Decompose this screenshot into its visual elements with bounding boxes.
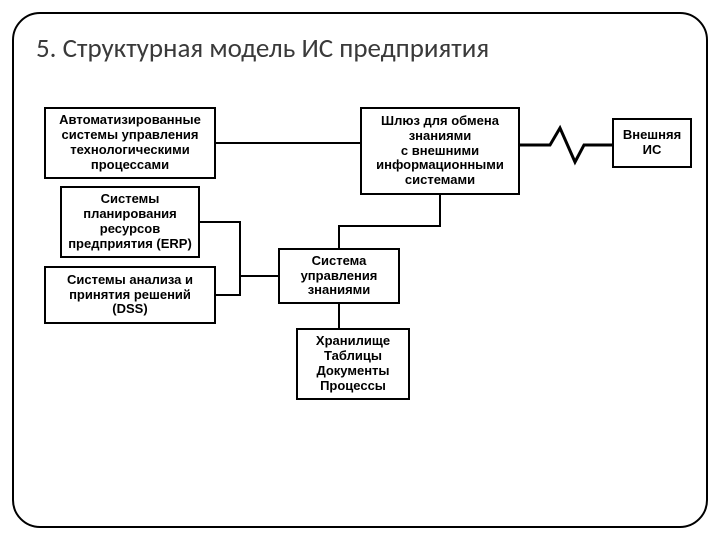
box-external: ВнешняяИС [612, 118, 692, 168]
box-asu: Автоматизированныесистемы управлениятехн… [44, 107, 216, 179]
box-gateway: Шлюз для обменазнаниямис внешнимиинформа… [360, 107, 520, 195]
box-dss: Системы анализа ипринятия решений(DSS) [44, 266, 216, 324]
box-store: ХранилищеТаблицыДокументыПроцессы [296, 328, 410, 400]
slide-title: 5. Структурная модель ИС предприятия [36, 32, 489, 65]
box-km: Системауправлениязнаниями [278, 248, 400, 304]
box-erp: Системыпланированияресурсовпредприятия (… [60, 186, 200, 258]
